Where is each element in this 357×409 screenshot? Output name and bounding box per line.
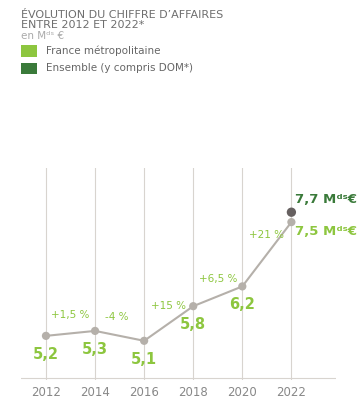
Text: 5,8: 5,8 xyxy=(180,317,206,332)
Point xyxy=(141,337,147,344)
Point xyxy=(92,328,98,334)
Text: France métropolitaine: France métropolitaine xyxy=(46,46,161,56)
Text: +6,5 %: +6,5 % xyxy=(198,274,237,284)
Text: 7,5 Mᵈˢ€: 7,5 Mᵈˢ€ xyxy=(295,225,357,238)
Text: ÉVOLUTION DU CHIFFRE D’AFFAIRES: ÉVOLUTION DU CHIFFRE D’AFFAIRES xyxy=(21,10,224,20)
Point xyxy=(190,303,196,310)
Text: 5,2: 5,2 xyxy=(33,347,59,362)
Point xyxy=(43,333,49,339)
Point xyxy=(240,283,245,290)
Text: -4 %: -4 % xyxy=(105,312,129,322)
Text: +21 %: +21 % xyxy=(249,230,285,240)
Text: 5,1: 5,1 xyxy=(131,352,157,367)
Text: ENTRE 2012 ET 2022*: ENTRE 2012 ET 2022* xyxy=(21,20,145,30)
Point xyxy=(288,209,294,216)
Point xyxy=(288,219,294,225)
Text: 7,7 Mᵈˢ€: 7,7 Mᵈˢ€ xyxy=(295,193,357,206)
Text: Ensemble (y compris DOM*): Ensemble (y compris DOM*) xyxy=(46,63,193,73)
Text: +15 %: +15 % xyxy=(151,301,186,311)
Text: 6,2: 6,2 xyxy=(230,297,255,312)
Text: 5,3: 5,3 xyxy=(82,342,108,357)
Text: en Mᵈˢ €: en Mᵈˢ € xyxy=(21,31,65,40)
Text: +1,5 %: +1,5 % xyxy=(51,310,90,319)
